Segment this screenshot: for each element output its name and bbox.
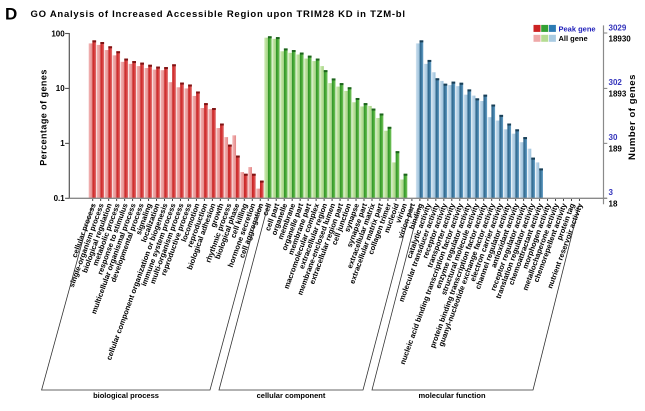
- svg-text:Peak gene: Peak gene: [559, 24, 596, 33]
- svg-text:10: 10: [56, 84, 65, 93]
- svg-text:Percentage of genes: Percentage of genes: [39, 69, 49, 166]
- svg-text:D: D: [5, 5, 17, 24]
- svg-text:18930: 18930: [609, 35, 632, 44]
- svg-text:Number of genes: Number of genes: [627, 74, 638, 160]
- svg-text:18: 18: [609, 200, 618, 209]
- svg-text:1893: 1893: [609, 90, 627, 99]
- svg-text:100: 100: [51, 29, 65, 38]
- svg-text:302: 302: [609, 78, 623, 87]
- svg-text:189: 189: [609, 145, 623, 154]
- svg-text:0.1: 0.1: [54, 194, 66, 203]
- svg-text:All gene: All gene: [559, 34, 588, 43]
- svg-text:1: 1: [60, 139, 65, 148]
- svg-text:biological process: biological process: [93, 391, 159, 400]
- svg-text:cellular component: cellular component: [257, 391, 326, 400]
- svg-text:30: 30: [609, 133, 618, 142]
- svg-text:3: 3: [609, 188, 614, 197]
- svg-text:molecular function: molecular function: [418, 391, 486, 400]
- svg-text:3029: 3029: [609, 23, 627, 32]
- svg-text:GO Analysis of Increased Acces: GO Analysis of Increased Accessible Regi…: [31, 9, 406, 20]
